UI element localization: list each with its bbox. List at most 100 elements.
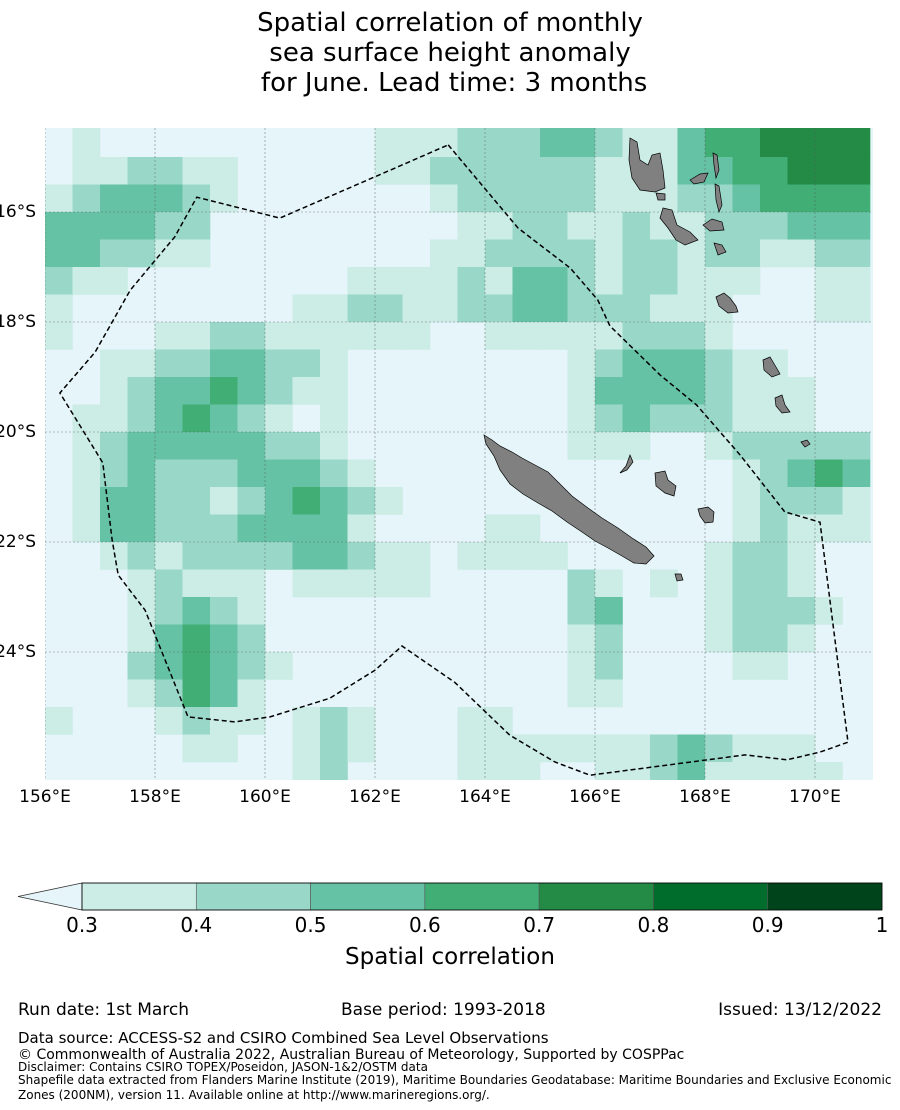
heatmap-cell bbox=[127, 569, 156, 598]
heatmap-cell bbox=[760, 652, 788, 680]
heatmap-cell bbox=[595, 267, 623, 295]
x-tick-label: 162°E bbox=[349, 787, 401, 807]
heatmap-cell bbox=[512, 157, 541, 185]
heatmap-cell bbox=[760, 569, 788, 598]
heatmap-cell bbox=[320, 734, 348, 763]
heatmap-cell bbox=[320, 707, 348, 735]
heatmap-cell bbox=[677, 349, 706, 378]
heatmap-cell bbox=[402, 322, 431, 350]
heatmap-cell bbox=[347, 459, 376, 488]
heatmap-cell bbox=[787, 542, 816, 570]
heatmap-cell bbox=[292, 762, 321, 780]
heatmap-cell bbox=[182, 569, 211, 598]
heatmap-cell bbox=[182, 679, 211, 708]
heatmap-cell bbox=[155, 377, 183, 405]
heatmap-cell bbox=[375, 487, 403, 515]
heatmap-cell bbox=[842, 432, 871, 460]
heatmap-cell bbox=[650, 377, 678, 405]
colorbar-tick-label: 0.9 bbox=[751, 913, 784, 937]
heatmap-cell bbox=[182, 239, 211, 268]
heatmap-cell bbox=[237, 459, 266, 488]
heatmap-cell bbox=[210, 652, 238, 680]
island-malo bbox=[655, 192, 666, 201]
heatmap-cell bbox=[182, 597, 211, 625]
heatmap-cell bbox=[100, 487, 128, 515]
heatmap-cell bbox=[595, 762, 623, 780]
heatmap-cell bbox=[595, 679, 623, 708]
heatmap-cell bbox=[732, 597, 761, 625]
heatmap-cell bbox=[347, 569, 376, 598]
heatmap-cell bbox=[815, 487, 843, 515]
heatmap-cell bbox=[210, 734, 238, 763]
heatmap-cell bbox=[787, 459, 816, 488]
heatmap-cell bbox=[402, 157, 431, 185]
heatmap-cell bbox=[265, 514, 293, 543]
shapefile-credit-line-1: Shapefile data extracted from Flanders M… bbox=[18, 1073, 892, 1087]
heatmap-cell bbox=[512, 734, 541, 763]
heatmap-cell bbox=[595, 128, 623, 158]
heatmap-cell bbox=[100, 184, 128, 213]
heatmap-cell bbox=[485, 157, 513, 185]
heatmap-cell bbox=[815, 239, 843, 268]
heatmap-cell bbox=[320, 322, 348, 350]
heatmap-cell bbox=[567, 734, 596, 763]
heatmap-cell bbox=[732, 487, 761, 515]
heatmap-cell bbox=[430, 128, 458, 158]
heatmap-cell bbox=[622, 404, 651, 433]
heatmap-cell bbox=[182, 322, 211, 350]
heatmap-cell bbox=[237, 514, 266, 543]
heatmap-cell bbox=[375, 128, 403, 158]
heatmap-cell bbox=[127, 597, 156, 625]
colorbar-tick-label: 0.5 bbox=[294, 913, 327, 937]
y-tick-label: 20°S bbox=[0, 422, 36, 442]
heatmap-cell bbox=[485, 184, 513, 213]
heatmap-cell bbox=[677, 267, 706, 295]
heatmap-cell bbox=[457, 707, 486, 735]
heatmap-cell bbox=[127, 432, 156, 460]
disclaimer: Disclaimer: Contains CSIRO TOPEX/Poseido… bbox=[18, 1060, 428, 1074]
heatmap-cell bbox=[705, 377, 733, 405]
heatmap-cell bbox=[485, 294, 513, 323]
heatmap-cell bbox=[622, 267, 651, 295]
heatmap-cell bbox=[567, 624, 596, 653]
heatmap-cell bbox=[650, 128, 678, 158]
heatmap-cell bbox=[127, 542, 156, 570]
heatmap-cell bbox=[842, 267, 871, 295]
heatmap-cell bbox=[210, 569, 238, 598]
run-date: Run date: 1st March bbox=[18, 1000, 190, 1020]
heatmap-cell bbox=[292, 377, 321, 405]
heatmap-cell bbox=[182, 404, 211, 433]
heatmap-cell bbox=[705, 322, 733, 350]
heatmap-cell bbox=[622, 377, 651, 405]
heatmap-cell bbox=[292, 294, 321, 323]
heatmap-cell bbox=[320, 294, 348, 323]
heatmap-cell bbox=[760, 128, 788, 158]
heatmap-cell bbox=[182, 652, 211, 680]
heatmap-cell bbox=[155, 322, 183, 350]
heatmap-cell bbox=[842, 459, 871, 488]
heatmap-cell bbox=[210, 377, 238, 405]
heatmap-cell bbox=[760, 184, 788, 213]
heatmap-cell bbox=[127, 377, 156, 405]
heatmap-cell bbox=[705, 542, 733, 570]
heatmap-cell bbox=[677, 404, 706, 433]
island-tanna bbox=[774, 394, 791, 414]
heatmap-cell bbox=[182, 734, 211, 763]
heatmap-cell bbox=[127, 404, 156, 433]
heatmap-cell bbox=[375, 542, 403, 570]
heatmap-cell bbox=[650, 569, 678, 598]
heatmap-cell bbox=[347, 322, 376, 350]
heatmap-cell bbox=[842, 294, 871, 323]
heatmap-cell bbox=[815, 157, 843, 185]
heatmap-cell bbox=[842, 239, 871, 268]
x-tick-label: 160°E bbox=[239, 787, 291, 807]
heatmap-cell bbox=[787, 128, 816, 158]
heatmap-cell bbox=[485, 212, 513, 240]
island-aneityum bbox=[800, 439, 811, 448]
heatmap-cell bbox=[100, 404, 128, 433]
heatmap-cell bbox=[72, 514, 101, 543]
heatmap-cell bbox=[347, 707, 376, 735]
heatmap-cell bbox=[402, 128, 431, 158]
heatmap-cell bbox=[265, 377, 293, 405]
heatmap-cell bbox=[320, 459, 348, 488]
